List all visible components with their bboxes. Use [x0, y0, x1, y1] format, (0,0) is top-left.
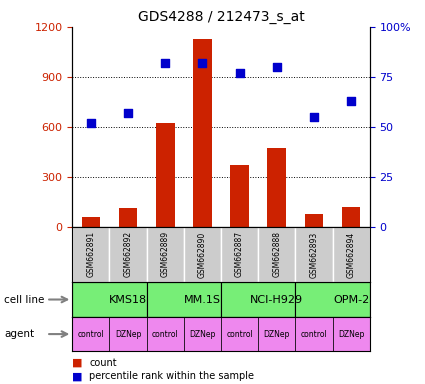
Bar: [82, 217, 100, 227]
Bar: [295, 282, 370, 317]
Bar: [332, 317, 370, 351]
Bar: [221, 227, 258, 282]
Text: GSM662888: GSM662888: [272, 232, 281, 277]
Bar: [72, 317, 109, 351]
Point: [199, 60, 206, 66]
Text: count: count: [89, 358, 117, 368]
Bar: [342, 207, 360, 227]
Bar: [258, 227, 295, 282]
Text: control: control: [77, 329, 104, 339]
Bar: [109, 317, 147, 351]
Bar: [156, 123, 175, 227]
Bar: [305, 214, 323, 227]
Point: [236, 70, 243, 76]
Text: GSM662892: GSM662892: [124, 231, 133, 278]
Bar: [147, 282, 221, 317]
Bar: [267, 148, 286, 227]
Bar: [295, 317, 332, 351]
Bar: [184, 317, 221, 351]
Text: cell line: cell line: [4, 295, 45, 305]
Bar: [184, 227, 221, 282]
Point: [125, 110, 131, 116]
Bar: [221, 282, 295, 317]
Text: MM.1S: MM.1S: [184, 295, 221, 305]
Point: [88, 120, 94, 126]
Point: [162, 60, 169, 66]
Bar: [119, 208, 137, 227]
Point: [311, 114, 317, 120]
Title: GDS4288 / 212473_s_at: GDS4288 / 212473_s_at: [138, 10, 304, 25]
Text: DZNep: DZNep: [338, 329, 364, 339]
Text: GSM662894: GSM662894: [347, 231, 356, 278]
Text: control: control: [226, 329, 253, 339]
Bar: [72, 227, 109, 282]
Bar: [332, 227, 370, 282]
Bar: [109, 227, 147, 282]
Text: GSM662890: GSM662890: [198, 231, 207, 278]
Point: [273, 64, 280, 70]
Text: ■: ■: [72, 371, 83, 381]
Text: control: control: [300, 329, 327, 339]
Bar: [147, 227, 184, 282]
Text: GSM662889: GSM662889: [161, 231, 170, 278]
Bar: [295, 227, 332, 282]
Text: control: control: [152, 329, 178, 339]
Bar: [221, 317, 258, 351]
Point: [348, 98, 354, 104]
Bar: [147, 317, 184, 351]
Bar: [193, 38, 212, 227]
Bar: [258, 317, 295, 351]
Bar: [230, 165, 249, 227]
Text: GSM662893: GSM662893: [309, 231, 318, 278]
Text: NCI-H929: NCI-H929: [250, 295, 303, 305]
Bar: [72, 282, 147, 317]
Text: DZNep: DZNep: [189, 329, 215, 339]
Text: DZNep: DZNep: [264, 329, 290, 339]
Text: DZNep: DZNep: [115, 329, 141, 339]
Text: GSM662891: GSM662891: [86, 231, 95, 278]
Text: percentile rank within the sample: percentile rank within the sample: [89, 371, 254, 381]
Text: GSM662887: GSM662887: [235, 231, 244, 278]
Text: agent: agent: [4, 329, 34, 339]
Text: OPM-2: OPM-2: [333, 295, 369, 305]
Text: KMS18: KMS18: [109, 295, 147, 305]
Text: ■: ■: [72, 358, 83, 368]
